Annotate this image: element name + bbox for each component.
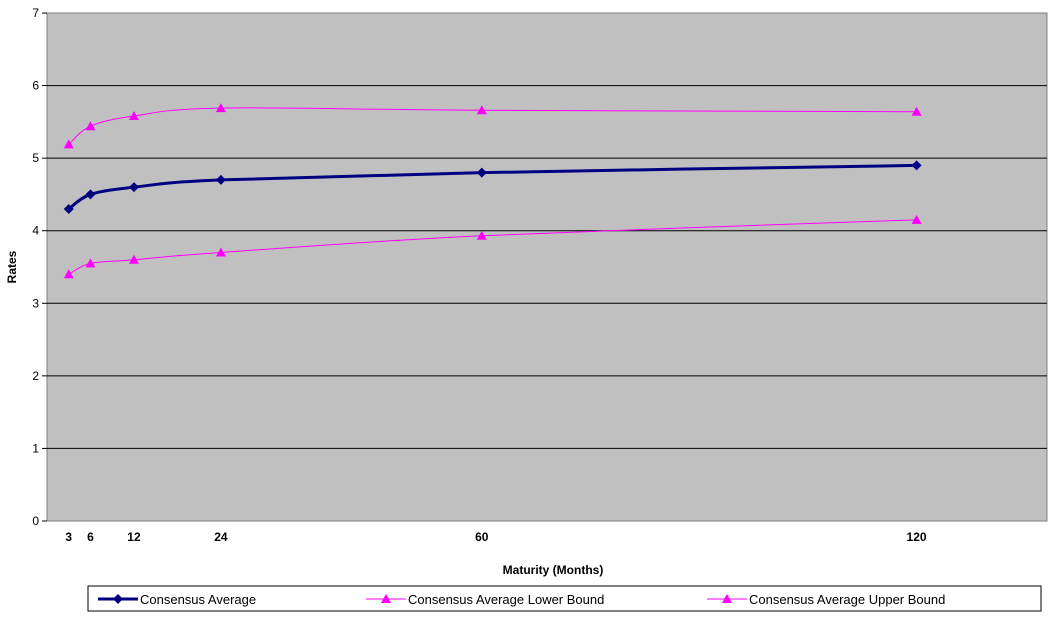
- x-tick-label: 120: [907, 530, 927, 544]
- data-point: [722, 594, 732, 603]
- data-point: [215, 247, 226, 257]
- y-tick-label: 2: [32, 369, 39, 383]
- series-1: [63, 160, 922, 214]
- data-point: [113, 594, 123, 604]
- x-axis-ticks: 3 6 12 24 60 120: [65, 530, 927, 544]
- data-point: [215, 174, 226, 185]
- y-tick-label: 1: [32, 441, 39, 455]
- data-point: [128, 111, 139, 121]
- series-3: [63, 103, 922, 149]
- x-tick-label: 3: [65, 530, 72, 544]
- gridlines: [47, 85, 1047, 449]
- series-line: [68, 107, 917, 145]
- y-tick-label: 5: [32, 151, 39, 165]
- legend-box: [87, 585, 1042, 612]
- y-tick-label: 6: [32, 79, 39, 93]
- y-axis-title: Rates: [5, 250, 19, 283]
- data-point: [63, 269, 74, 279]
- y-tick-label: 0: [32, 514, 39, 528]
- y-tick-label: 7: [32, 6, 39, 20]
- series-2: [63, 214, 922, 279]
- data-point: [85, 189, 96, 200]
- data-point: [476, 105, 487, 115]
- x-axis-title: Maturity (Months): [503, 563, 604, 577]
- data-point: [63, 139, 74, 149]
- data-point: [85, 121, 96, 131]
- y-axis-ticks: 0 1 2 3 4 5 6 7: [32, 6, 47, 528]
- data-point: [911, 106, 922, 116]
- y-tick-label: 3: [32, 296, 39, 310]
- x-tick-label: 60: [475, 530, 489, 544]
- x-tick-label: 24: [214, 530, 228, 544]
- data-point: [215, 103, 226, 113]
- y-tick-label: 4: [32, 224, 39, 238]
- series-line: [68, 219, 917, 275]
- data-point: [128, 182, 139, 193]
- legend-label: Consensus Average: [140, 592, 256, 607]
- series-line: [67, 163, 917, 211]
- legend-label: Consensus Average Lower Bound: [408, 592, 604, 607]
- plot-area: [46, 12, 1048, 522]
- x-tick-label: 6: [87, 530, 94, 544]
- series-layer: [63, 103, 922, 279]
- legend-item: Consensus Average Upper Bound: [707, 592, 945, 607]
- data-point: [128, 254, 139, 264]
- data-point: [911, 214, 922, 224]
- legend: Consensus Average Consensus Average Lower…: [98, 592, 945, 607]
- data-point: [911, 160, 922, 171]
- data-point: [381, 594, 391, 603]
- data-point: [85, 258, 96, 268]
- data-point: [476, 230, 487, 240]
- data-point: [476, 167, 487, 178]
- legend-item: Consensus Average: [98, 592, 256, 607]
- legend-item: Consensus Average Lower Bound: [366, 592, 604, 607]
- x-tick-label: 12: [127, 530, 141, 544]
- legend-label: Consensus Average Upper Bound: [749, 592, 945, 607]
- data-point: [63, 203, 74, 214]
